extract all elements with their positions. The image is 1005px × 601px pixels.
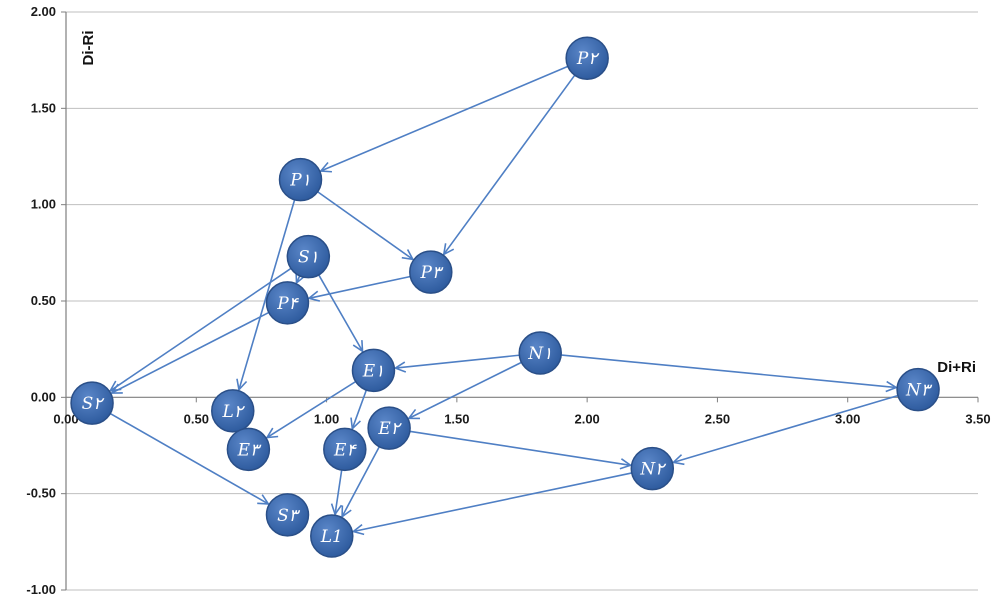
node-label: P۴ — [276, 294, 299, 314]
node-L2: L۲ — [211, 389, 255, 433]
arrow-S2-S3 — [108, 411, 269, 504]
node-label: E۳ — [237, 440, 262, 460]
node-label: L1 — [320, 527, 343, 547]
grid-lines — [66, 11, 978, 591]
node-circle — [265, 281, 310, 325]
x-tick-label: 0.50 — [184, 411, 209, 426]
node-circle — [286, 234, 331, 279]
arrow-P2-P1 — [321, 64, 570, 171]
node-circle — [630, 446, 675, 491]
arrow-N1-N3 — [559, 354, 896, 388]
node-S2: S۲ — [70, 381, 114, 425]
node-label: S۲ — [82, 394, 106, 414]
axes: 2.00 1.50 1.00 0.50 0.00 -0.50 -1.00 0.00 0.50 1.… — [26, 4, 990, 597]
node-circle — [226, 427, 271, 472]
node-P2: P۲ — [565, 36, 609, 80]
node-circle — [896, 367, 940, 412]
node-E3: E۳ — [226, 427, 271, 472]
node-label: E۴ — [333, 440, 357, 460]
arrow-E2-N2 — [407, 430, 631, 465]
node-label: P۳ — [420, 263, 444, 283]
arrow-S1-S2 — [110, 266, 294, 390]
arrow-P2-P3 — [444, 73, 577, 255]
node-N1: N۱ — [518, 331, 562, 375]
node-circle — [351, 348, 396, 393]
y-tick-label: 0.50 — [31, 293, 56, 308]
arrow-E1-E3 — [267, 379, 358, 438]
x-tick-label: 1.00 — [314, 411, 339, 426]
nodes: P۲ P۱ S۱ P۳ P۴ E۱ N۱ N۳ S۲ L۲ E۲ E۳ E۴ N۲ S۳ L1 — [70, 36, 940, 558]
node-label: S۳ — [277, 506, 301, 526]
node-circle — [70, 381, 114, 425]
node-label: S۱ — [298, 248, 319, 268]
y-tick-label: 1.50 — [31, 100, 56, 115]
node-E4: E۴ — [323, 427, 367, 472]
node-label: P۲ — [576, 49, 600, 69]
node-label: N۳ — [905, 381, 933, 401]
node-circle — [565, 36, 609, 80]
node-label: P۱ — [289, 171, 311, 191]
node-circle — [211, 389, 255, 433]
y-tick-label: 1.00 — [31, 197, 56, 212]
y-tick-label: -1.00 — [26, 582, 56, 597]
arrow-N2-L1 — [353, 471, 634, 532]
arrow-E2-L1 — [342, 444, 381, 517]
arrow-N1-E2 — [409, 360, 524, 418]
x-tick-label: 2.00 — [574, 411, 599, 426]
node-N3: N۳ — [896, 367, 940, 412]
node-P3: P۳ — [409, 250, 453, 294]
node-label: N۲ — [639, 460, 667, 480]
node-P1: P۱ — [278, 157, 323, 202]
arrows — [108, 64, 901, 532]
arrow-N3-N2 — [673, 394, 901, 462]
node-L1: L1 — [310, 514, 354, 558]
node-circle — [323, 427, 367, 472]
y-tick-label: 0.00 — [31, 389, 56, 404]
node-E2: E۲ — [367, 406, 411, 450]
x-axis-title: Di+Ri — [937, 359, 976, 376]
y-tick-label: -0.50 — [26, 486, 56, 501]
node-N2: N۲ — [630, 446, 675, 491]
node-circle — [518, 331, 562, 375]
y-tick-label: 2.00 — [31, 4, 56, 19]
arrow-P4-S2 — [112, 310, 271, 393]
node-circle — [310, 514, 354, 558]
arrow-E1-E4 — [352, 387, 368, 428]
x-tick-label: 3.50 — [965, 411, 990, 426]
node-S3: S۳ — [265, 493, 310, 537]
node-label: E۲ — [377, 419, 402, 439]
node-label: L۲ — [222, 402, 246, 422]
arrow-E4-L1 — [335, 468, 343, 514]
arrow-P3-P4 — [309, 275, 413, 298]
y-axis-title: Di-Ri — [80, 31, 97, 66]
node-circle — [265, 493, 310, 537]
x-tick-label: 3.00 — [835, 411, 860, 426]
x-tick-label: 1.50 — [444, 411, 469, 426]
node-P4: P۴ — [265, 281, 310, 325]
arrow-P1-L2 — [239, 197, 296, 390]
arrow-P1-P3 — [315, 189, 413, 260]
node-label: N۱ — [527, 344, 552, 364]
node-label: E۱ — [362, 361, 385, 381]
node-circle — [409, 250, 453, 294]
node-E1: E۱ — [351, 348, 396, 393]
arrow-S1-E1 — [317, 272, 363, 351]
node-circle — [367, 406, 411, 450]
node-circle — [278, 157, 323, 202]
x-tick-label: 2.50 — [705, 411, 730, 426]
arrow-N1-E1 — [395, 354, 522, 368]
node-S1: S۱ — [286, 234, 331, 279]
x-tick-label: 0.00 — [53, 411, 78, 426]
